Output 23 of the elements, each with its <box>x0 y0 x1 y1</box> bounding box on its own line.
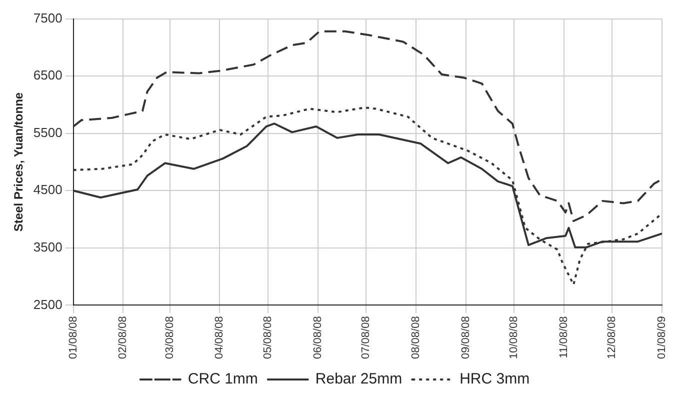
y-tick-label: 6500 <box>33 68 62 83</box>
y-tick-label: 4500 <box>33 182 62 198</box>
y-tick-label: 5500 <box>33 124 62 140</box>
y-tick-label: 2500 <box>33 296 62 312</box>
x-tick-label: 04/08/08 <box>214 316 226 360</box>
x-tick-label: 08/08/08 <box>410 316 422 360</box>
legend-label: CRC 1mm <box>188 370 258 388</box>
y-axis-title: Steel Prices, Yuan/tonne <box>12 92 26 232</box>
x-tick-label: 09/08/08 <box>460 316 472 360</box>
legend-label: Rebar 25mm <box>315 370 402 388</box>
legend-label: HRC 3mm <box>460 370 530 388</box>
x-tick-label: 10/08/08 <box>508 316 520 360</box>
y-tick-label: 7500 <box>33 10 62 26</box>
x-tick-label: 01/08/08 <box>67 316 80 360</box>
x-tick-label: 05/08/08 <box>262 316 274 360</box>
x-tick-label: 12/08/08 <box>606 316 618 360</box>
x-tick-label: 11/08/08 <box>558 316 570 358</box>
x-tick-label: 02/08/08 <box>117 316 130 360</box>
x-tick-label: 06/08/08 <box>312 316 324 360</box>
x-tick-label: 03/08/08 <box>164 316 176 360</box>
x-tick-label: 01/08/09 <box>656 316 668 360</box>
x-tick-label: 07/08/08 <box>360 316 372 360</box>
y-tick-label: 3500 <box>33 239 62 254</box>
